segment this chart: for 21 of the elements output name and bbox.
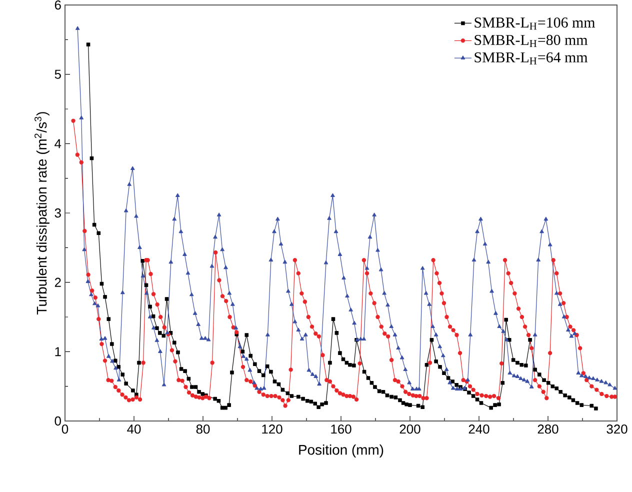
x-tick-label: 40 xyxy=(127,424,141,434)
legend-label: SMBR-L$_{H}$=106 mm xyxy=(474,18,596,30)
x-tick-label: 160 xyxy=(331,424,352,434)
x-axis-title: Position (mm) xyxy=(299,444,384,458)
y-tick-label: 1 xyxy=(55,347,61,356)
y-tick-label: 3 xyxy=(54,208,61,218)
legend-label: SMBR-L$_{H}$=64 mm xyxy=(474,52,588,64)
y-tick-label: 6 xyxy=(54,0,61,10)
y-tick-label: 0 xyxy=(54,416,61,426)
x-tick-label: 0 xyxy=(62,424,68,434)
y-tick-label: 2 xyxy=(54,278,61,287)
legend-label: SMBR-L$_{H}$=80 mm xyxy=(474,34,588,48)
y-tick-label: 4 xyxy=(54,139,62,148)
y-tick-label: 5 xyxy=(54,70,61,79)
x-tick-label: 80 xyxy=(196,424,210,434)
x-tick-label: 200 xyxy=(400,424,420,434)
x-tick-label: 320 xyxy=(606,424,628,434)
y-axis-title: Turbulent dissipation rate (m$^{2}$/s$^{3}$) xyxy=(34,112,50,314)
x-tick-label: 120 xyxy=(262,424,282,434)
x-tick-label: 280 xyxy=(538,424,558,434)
x-tick-label: 240 xyxy=(468,424,490,434)
